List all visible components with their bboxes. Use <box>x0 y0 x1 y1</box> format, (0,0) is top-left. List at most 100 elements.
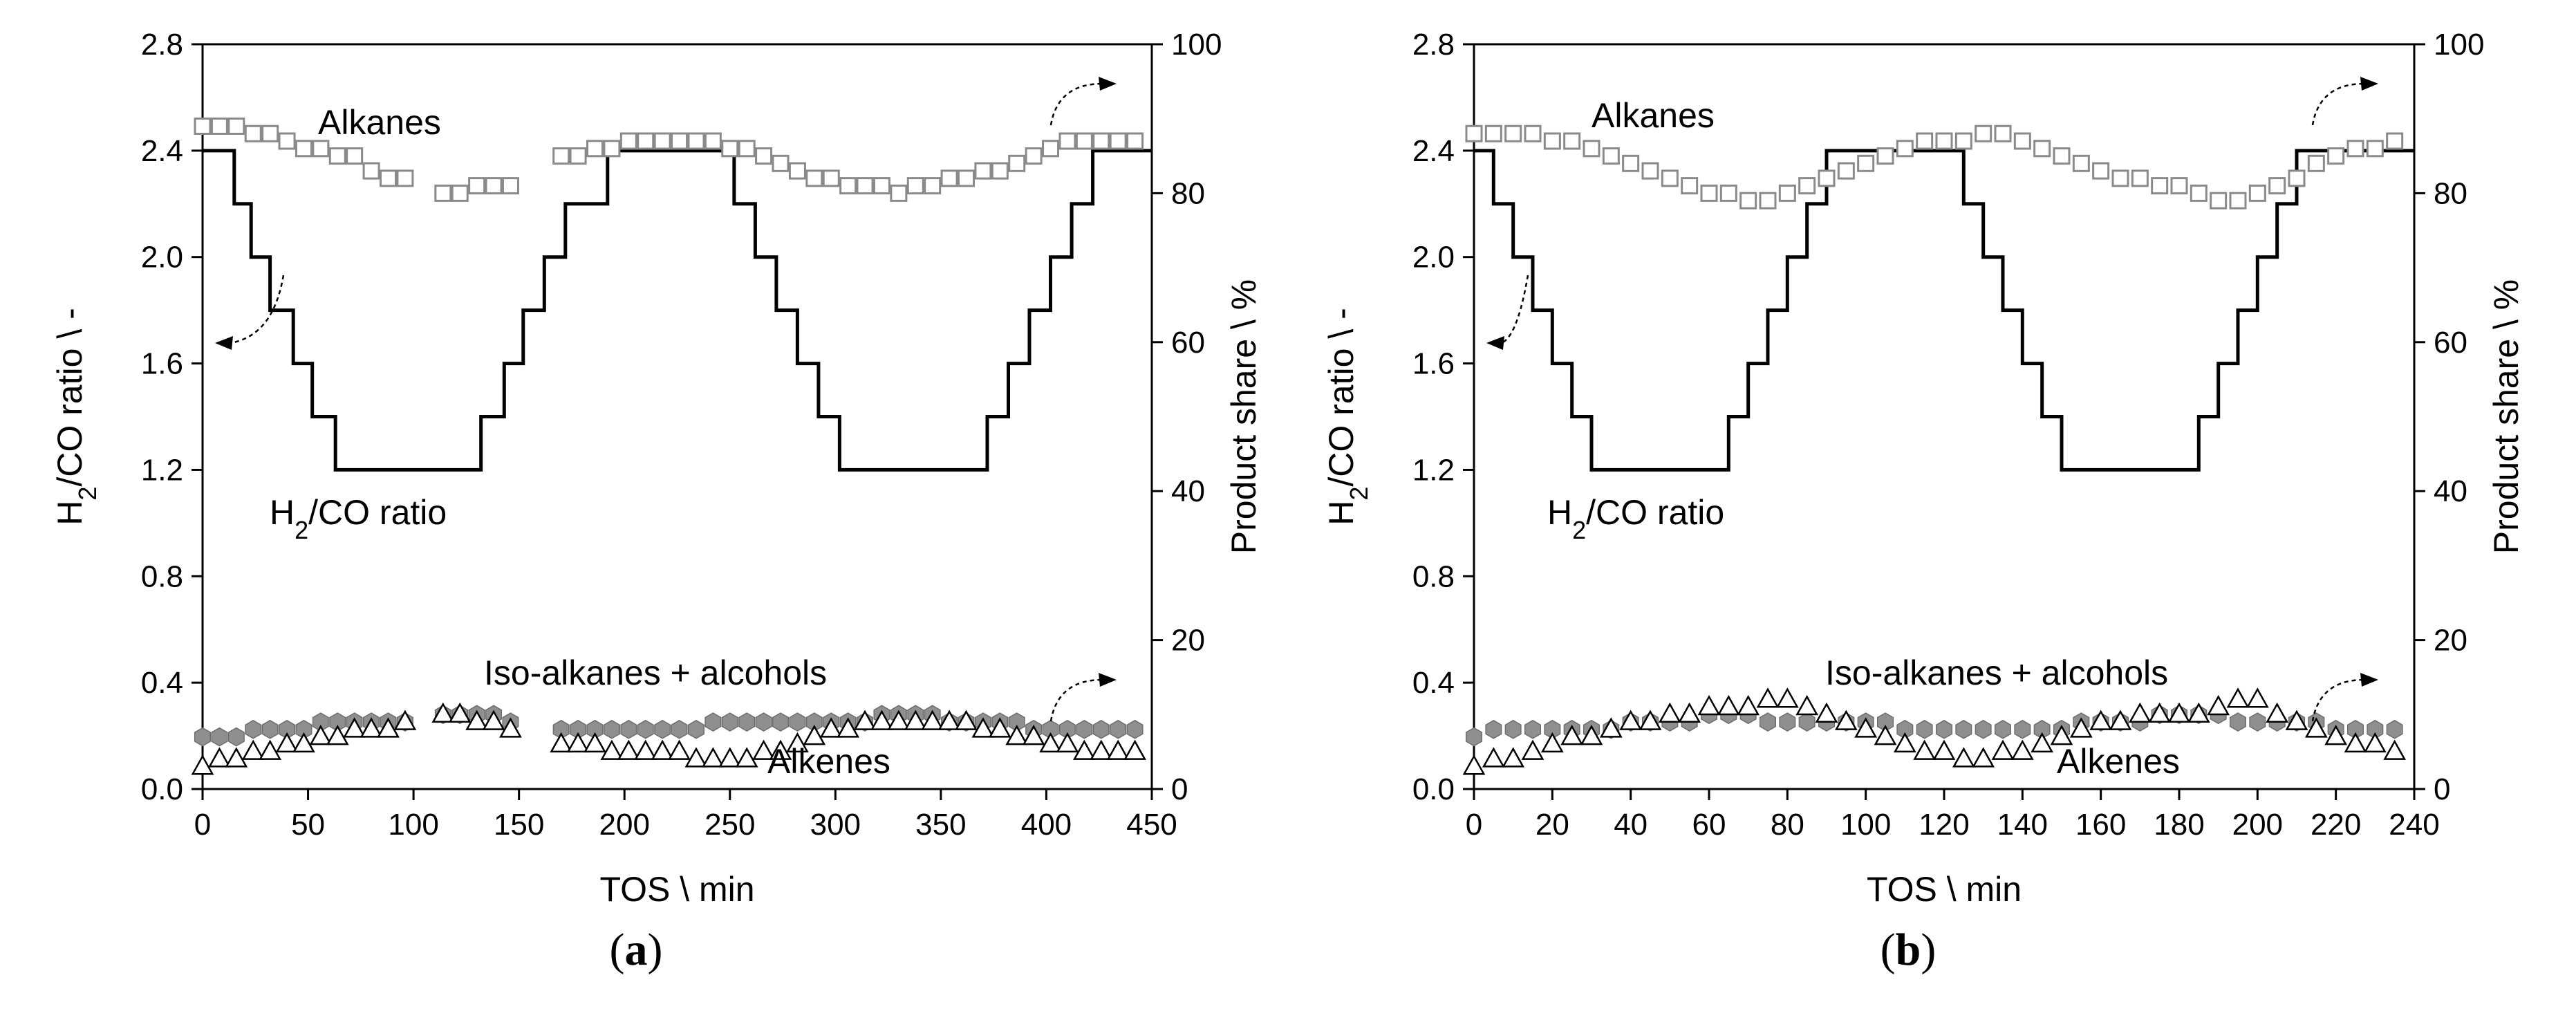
alkenes-point <box>1022 725 1045 745</box>
alkanes-point <box>1975 124 1992 142</box>
alkanes-point <box>788 162 806 180</box>
x-tick-label: 50 <box>291 808 325 842</box>
arrow-head-icon <box>1099 77 1117 91</box>
alkenes-label: Alkenes <box>767 742 890 781</box>
y-right-tick-label: 20 <box>2434 624 2467 658</box>
alkenes-point <box>1913 739 1936 760</box>
alkanes-point <box>2210 192 2228 210</box>
alkenes-point <box>2148 702 2172 723</box>
panel-label: (b) <box>1880 925 1936 975</box>
alkenes-point <box>2383 739 2407 760</box>
alkanes-point <box>856 177 874 195</box>
alkenes-point <box>499 717 522 738</box>
alkanes-point <box>1484 124 1502 142</box>
y-left-axis-title: H2/CO ratio \ - <box>50 308 102 526</box>
alkanes-point <box>2288 169 2306 187</box>
alkanes-point <box>295 140 312 158</box>
alkanes-point <box>1818 169 1836 187</box>
alkenes-point <box>1795 694 1819 716</box>
x-tick-label: 60 <box>1692 808 1726 842</box>
alkenes-point <box>584 732 606 753</box>
iso-alkanes-point <box>1994 719 2012 739</box>
alkenes-point <box>600 739 624 760</box>
alkanes-point <box>940 169 958 187</box>
alkanes-point <box>653 132 671 150</box>
iso-alkanes-point <box>1524 719 1542 739</box>
alkenes-point <box>853 709 877 730</box>
alkanes-point <box>671 132 689 150</box>
iso-alkanes-point <box>603 719 620 739</box>
alkanes-point <box>2092 162 2110 180</box>
alkenes-point <box>191 754 214 775</box>
y-right-axis-title: Product share \ % <box>2487 279 2526 554</box>
alkanes-point <box>2268 177 2286 195</box>
alkanes-point <box>552 147 570 165</box>
alkanes-point <box>1759 192 1777 210</box>
iso-alkanes-point <box>1092 719 1110 739</box>
alkenes-point <box>2226 687 2250 708</box>
series-alkenes <box>191 702 1146 775</box>
y-left-tick-label: 2.4 <box>1412 134 1455 168</box>
alkenes-point <box>1005 725 1029 745</box>
iso-alkanes-point <box>1504 719 1522 739</box>
alkanes-point <box>451 184 469 202</box>
alkanes-point <box>2151 177 2169 195</box>
alkanes-point <box>924 177 942 195</box>
alkenes-point <box>2324 725 2348 745</box>
series-alkanes <box>194 117 1144 202</box>
alkenes-point <box>360 717 383 738</box>
alkanes-point <box>1025 147 1043 165</box>
series-h2-co-ratio <box>203 149 1152 472</box>
iso-alkanes-point <box>1798 712 1816 732</box>
alkanes-point <box>468 177 486 195</box>
arrow-head-icon <box>2360 77 2378 91</box>
alkanes-point <box>485 177 503 195</box>
iso-alkanes-point <box>1955 719 1972 739</box>
y-right-tick-label: 80 <box>1171 176 1205 210</box>
alkanes-point <box>396 169 414 187</box>
alkanes-point <box>704 132 722 150</box>
alkenes-point <box>2010 739 2034 760</box>
alkenes-point <box>735 747 758 768</box>
x-tick-label: 200 <box>2232 808 2283 842</box>
iso-alkanes-point <box>620 719 637 739</box>
iso-alkanes-point <box>654 719 671 739</box>
alkenes-point <box>1462 754 1486 775</box>
right-axis-arrow <box>2311 678 2365 722</box>
series-alkanes <box>1465 124 2404 210</box>
right-axis-arrow <box>1049 82 1103 126</box>
alkenes-point <box>1854 717 1878 738</box>
alkenes-point <box>1834 709 1858 730</box>
series-h2-co-ratio <box>1474 149 2414 472</box>
alkenes-point <box>292 732 315 753</box>
alkanes-point <box>2248 184 2266 202</box>
iso-alkanes-point <box>1110 719 1127 739</box>
alkenes-point <box>309 725 333 745</box>
alkenes-point <box>343 717 366 738</box>
iso-alkanes-point <box>704 712 722 732</box>
alkanes-point <box>261 124 279 142</box>
iso-alkanes-point <box>227 727 245 747</box>
alkenes-point <box>1658 702 1681 723</box>
panel-label: (a) <box>610 925 663 975</box>
y-left-tick-label: 1.6 <box>141 347 183 381</box>
alkanes-point <box>1622 154 1640 172</box>
alkenes-point <box>275 732 299 753</box>
alkenes-point <box>1619 709 1643 730</box>
alkanes-point <box>1109 132 1127 150</box>
alkanes-point <box>1661 169 1679 187</box>
alkanes-point <box>2131 169 2149 187</box>
y-right-tick-label: 100 <box>1171 28 1222 62</box>
alkenes-label: Alkenes <box>2057 742 2180 781</box>
y-right-tick-label: 40 <box>2434 474 2467 508</box>
alkenes-point <box>1717 694 1740 716</box>
alkenes-point <box>684 747 708 768</box>
arrow-head-icon <box>215 336 233 350</box>
alkenes-point <box>1952 747 1975 768</box>
alkanes-point <box>1994 124 2012 142</box>
chart-panel-b: 0 20 40 60 80 100 120 140 160 180 200 220 2400.00.40… <box>1322 28 2526 975</box>
alkenes-point <box>1106 739 1130 760</box>
alkanes-point <box>1876 147 1894 165</box>
iso-alkanes-point <box>2386 719 2403 739</box>
